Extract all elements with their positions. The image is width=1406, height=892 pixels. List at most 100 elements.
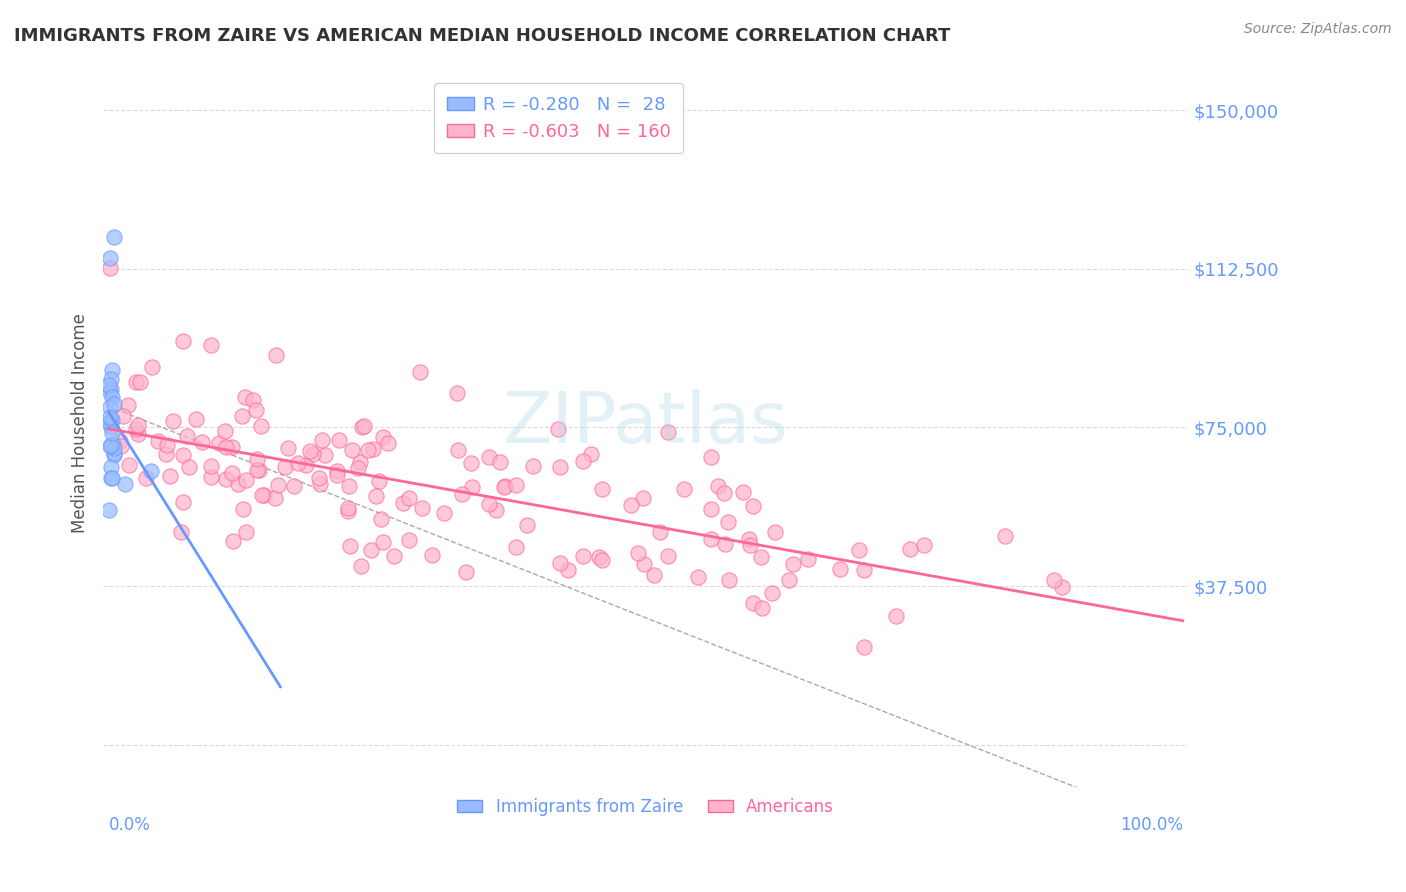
Point [548,556,571,570]
Point [761,586,783,600]
Point [643,568,665,582]
Point [302,447,325,461]
Point [148,434,170,448]
Point [215,472,238,486]
Text: IMMIGRANTS FROM ZAIRE VS AMERICAN MEDIAN HOUSEHOLD INCOME CORRELATION CHART: IMMIGRANTS FROM ZAIRE VS AMERICAN MEDIAN… [14,27,950,45]
Point [686,570,709,584]
Point [337,501,360,516]
Point [572,454,595,468]
Point [103,448,125,462]
Point [191,434,214,449]
Point [657,425,679,439]
Point [242,393,264,408]
Point [311,434,333,448]
Point [221,466,243,480]
Point [129,375,152,389]
Point [200,469,222,483]
Point [170,525,193,540]
Point [411,500,433,515]
Point [347,461,370,475]
Point [118,458,141,472]
Point [176,429,198,443]
Point [245,403,267,417]
Point [277,441,299,455]
Point [103,441,125,455]
Point [100,471,122,485]
Point [898,541,921,556]
Point [266,478,288,492]
Point [103,230,125,244]
Point [326,464,349,478]
Point [252,488,274,502]
Point [103,446,125,460]
Point [488,455,510,469]
Point [177,460,200,475]
Point [111,409,134,423]
Point [763,525,786,540]
Point [364,489,387,503]
Point [657,549,679,563]
Point [340,443,363,458]
Point [461,479,484,493]
Point [456,565,478,579]
Point [294,458,316,472]
Point [751,601,773,615]
Point [250,488,273,502]
Point [222,533,245,548]
Point [100,382,122,396]
Point [135,471,157,485]
Point [912,538,935,552]
Point [100,438,122,452]
Point [620,498,643,512]
Point [325,468,347,483]
Point [673,482,696,496]
Point [371,535,394,549]
Point [742,500,765,514]
Point [733,485,755,500]
Point [581,447,603,461]
Point [367,474,389,488]
Point [717,573,740,587]
Point [110,440,132,454]
Point [353,418,375,433]
Point [392,496,415,510]
Point [852,640,875,654]
Point [186,412,208,426]
Point [100,372,122,386]
Point [233,390,256,404]
Point [314,448,336,462]
Point [737,533,759,547]
Point [274,459,297,474]
Point [172,334,194,349]
Point [98,415,121,429]
Point [700,450,723,464]
Text: 0.0%: 0.0% [108,816,150,834]
Point [478,450,501,465]
Point [572,549,595,564]
Point [409,365,432,379]
Point [141,360,163,375]
Point [478,497,501,511]
Point [707,479,730,493]
Point [370,512,392,526]
Point [339,479,361,493]
Point [505,478,527,492]
Point [633,557,655,571]
Point [494,479,516,493]
Point [264,491,287,506]
Point [246,463,269,477]
Point [713,485,735,500]
Point [172,448,194,462]
Point [156,438,179,452]
Point [738,538,761,552]
Point [228,477,250,491]
Point [246,452,269,467]
Point [100,420,122,434]
Point [377,435,399,450]
Y-axis label: Median Household Income: Median Household Income [72,313,89,533]
Point [100,459,122,474]
Point [360,543,382,558]
Point [714,536,737,550]
Point [352,420,374,434]
Point [117,398,139,412]
